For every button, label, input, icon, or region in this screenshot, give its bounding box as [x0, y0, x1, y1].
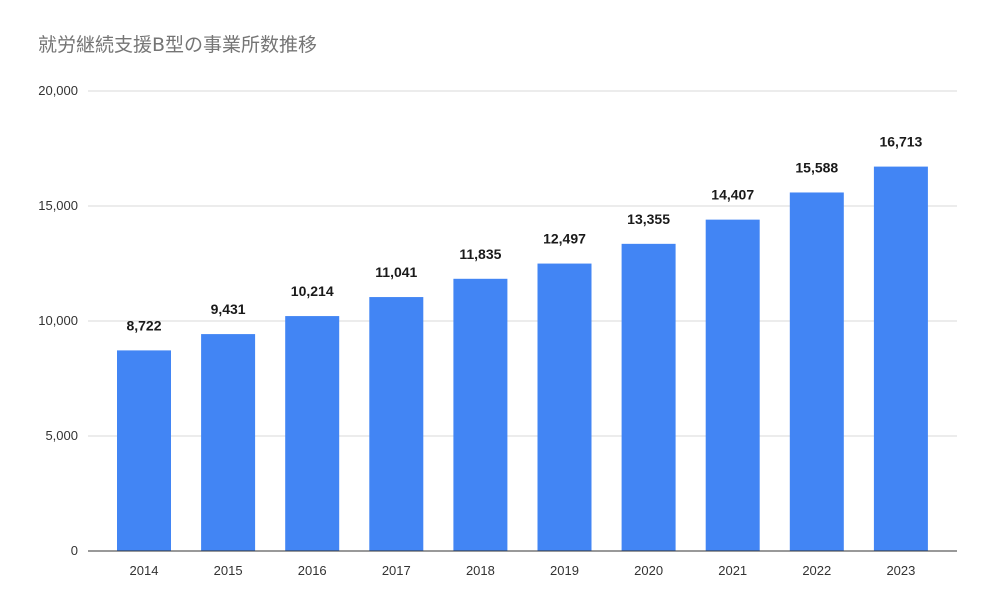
- x-tick-label: 2014: [130, 563, 159, 578]
- bar: [201, 334, 256, 551]
- x-tick-label: 2021: [718, 563, 747, 578]
- data-label: 16,713: [879, 134, 922, 150]
- data-label: 8,722: [126, 317, 161, 333]
- x-tick-label: 2018: [466, 563, 495, 578]
- bar: [789, 192, 844, 551]
- x-tick-label: 2016: [298, 563, 327, 578]
- bar: [369, 297, 424, 551]
- chart-title: 就労継続支援B型の事業所数推移: [38, 34, 318, 56]
- bar: [873, 166, 928, 551]
- x-tick-label: 2023: [886, 563, 915, 578]
- bar: [621, 243, 676, 551]
- bar: [285, 316, 340, 551]
- data-label: 11,041: [375, 264, 417, 280]
- bar: [537, 263, 592, 551]
- y-tick-label: 20,000: [38, 83, 78, 98]
- y-tick-label: 10,000: [38, 313, 78, 328]
- data-label: 13,355: [627, 211, 670, 227]
- y-tick-label: 15,000: [38, 198, 78, 213]
- data-label: 15,588: [795, 159, 838, 175]
- data-label: 11,835: [459, 246, 501, 262]
- x-tick-label: 2017: [382, 563, 411, 578]
- data-label: 9,431: [211, 301, 246, 317]
- y-tick-label: 0: [71, 543, 78, 558]
- data-label: 14,407: [711, 187, 754, 203]
- x-tick-label: 2020: [634, 563, 663, 578]
- y-tick-label: 5,000: [45, 428, 78, 443]
- bar: [453, 278, 508, 551]
- data-label: 10,214: [291, 283, 334, 299]
- x-tick-label: 2019: [550, 563, 579, 578]
- bar: [705, 219, 760, 552]
- bar: [117, 350, 171, 551]
- x-tick-label: 2022: [802, 563, 831, 578]
- x-tick-label: 2015: [214, 563, 243, 578]
- data-label: 12,497: [543, 231, 586, 247]
